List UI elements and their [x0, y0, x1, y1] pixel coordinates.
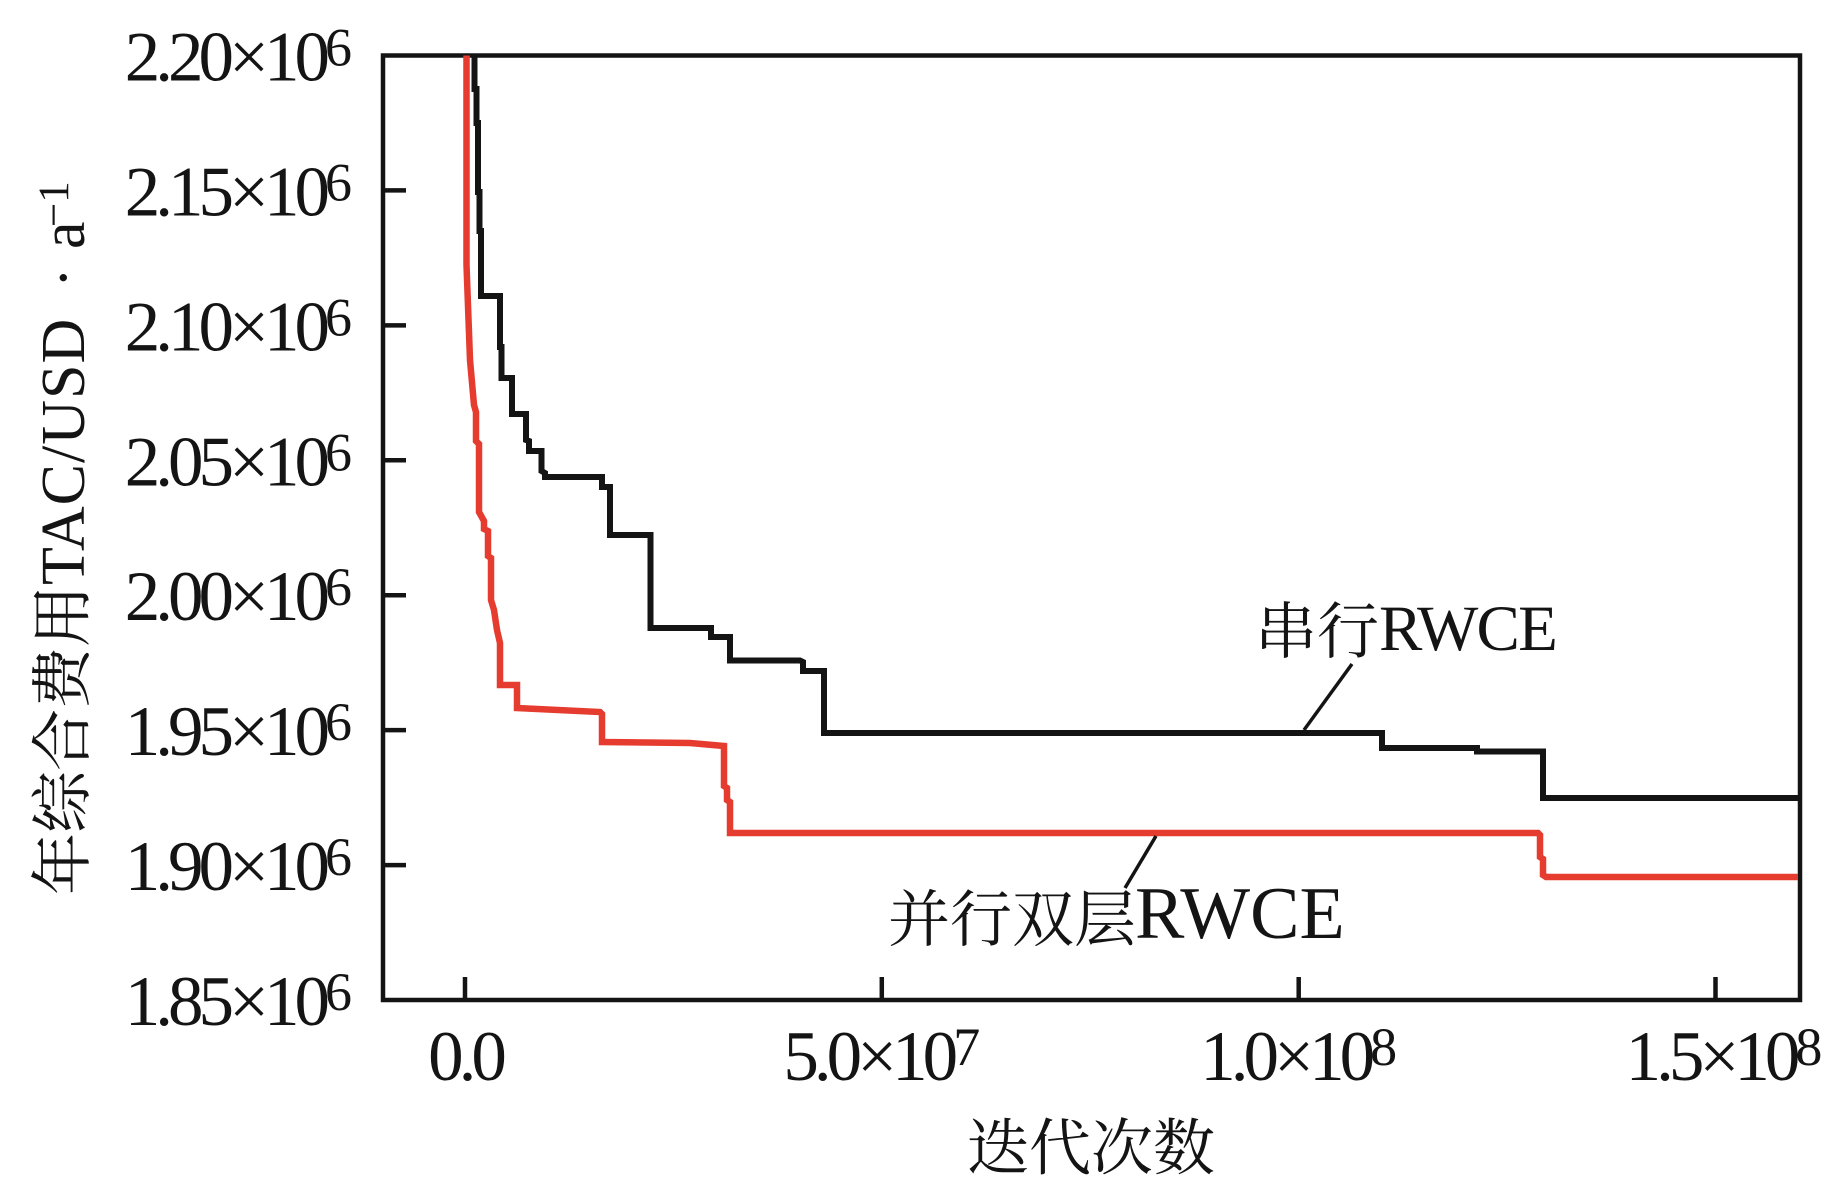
svg-text:6: 6	[325, 287, 352, 347]
svg-text:RWCE: RWCE	[1379, 593, 1556, 665]
svg-text:·: ·	[30, 267, 98, 288]
svg-text:6: 6	[325, 557, 352, 617]
svg-text:2.15×10: 2.15×10	[125, 153, 328, 231]
svg-text:1.95×10: 1.95×10	[125, 693, 328, 771]
svg-text:6: 6	[325, 827, 352, 887]
svg-text:5.0×10: 5.0×10	[783, 1018, 955, 1096]
svg-text:6: 6	[325, 18, 352, 78]
svg-text:1.0×10: 1.0×10	[1200, 1018, 1372, 1096]
svg-text:RWCE: RWCE	[1135, 873, 1345, 955]
svg-text:−1: −1	[31, 181, 78, 227]
svg-text:7: 7	[953, 1017, 980, 1077]
svg-text:6: 6	[325, 152, 352, 212]
svg-text:8: 8	[1370, 1017, 1397, 1077]
svg-text:2.05×10: 2.05×10	[125, 423, 328, 501]
svg-text:6: 6	[325, 422, 352, 482]
svg-text:8: 8	[1795, 1017, 1822, 1077]
svg-text:2.00×10: 2.00×10	[125, 558, 328, 636]
svg-text:1.5×10: 1.5×10	[1626, 1018, 1798, 1096]
svg-text:1.90×10: 1.90×10	[125, 828, 328, 906]
svg-text:6: 6	[325, 962, 352, 1022]
svg-text:6: 6	[325, 692, 352, 752]
svg-text:1.85×10: 1.85×10	[125, 963, 328, 1041]
svg-text:2.10×10: 2.10×10	[125, 288, 328, 366]
svg-text:2.20×10: 2.20×10	[125, 19, 328, 97]
svg-text:a: a	[30, 221, 98, 249]
svg-text:0.0: 0.0	[428, 1018, 504, 1096]
svg-text:TAC/USD: TAC/USD	[30, 318, 98, 585]
